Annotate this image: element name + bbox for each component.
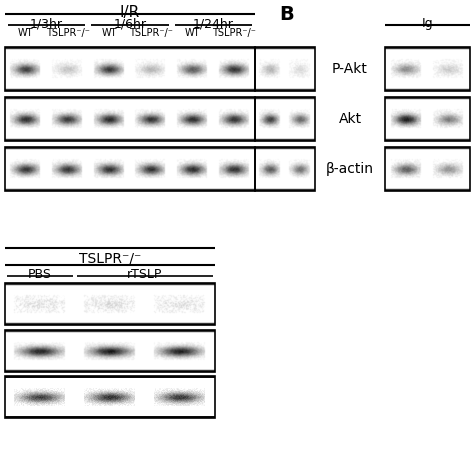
Text: TSLPR⁻/⁻: TSLPR⁻/⁻ xyxy=(212,28,256,38)
Text: 1/24hr: 1/24hr xyxy=(193,17,234,30)
Text: P-Akt: P-Akt xyxy=(332,62,368,76)
Bar xyxy=(5,283,215,325)
Text: β-actin: β-actin xyxy=(326,162,374,176)
Text: Akt: Akt xyxy=(338,112,362,126)
Bar xyxy=(255,97,315,141)
Bar xyxy=(5,330,215,372)
Text: Ig: Ig xyxy=(422,17,433,30)
Bar xyxy=(5,376,215,418)
Bar xyxy=(255,47,315,91)
Bar xyxy=(385,147,470,191)
Text: 1/3hr: 1/3hr xyxy=(30,17,63,30)
Text: TSLPR⁻/⁻: TSLPR⁻/⁻ xyxy=(46,28,90,38)
Text: WT: WT xyxy=(101,28,117,38)
Bar xyxy=(5,47,255,91)
Bar xyxy=(255,147,315,191)
Text: TSLPR⁻/⁻: TSLPR⁻/⁻ xyxy=(79,252,141,266)
Text: PBS: PBS xyxy=(28,268,52,281)
Text: 1/6hr: 1/6hr xyxy=(113,17,146,30)
Text: I/R: I/R xyxy=(120,5,140,20)
Text: B: B xyxy=(280,5,294,24)
Text: WT: WT xyxy=(185,28,200,38)
Bar xyxy=(385,97,470,141)
Text: TSLPR⁻/⁻: TSLPR⁻/⁻ xyxy=(129,28,173,38)
Text: WT: WT xyxy=(18,28,34,38)
Bar xyxy=(385,47,470,91)
Bar xyxy=(5,147,255,191)
Text: rTSLP: rTSLP xyxy=(128,268,163,281)
Bar xyxy=(5,97,255,141)
